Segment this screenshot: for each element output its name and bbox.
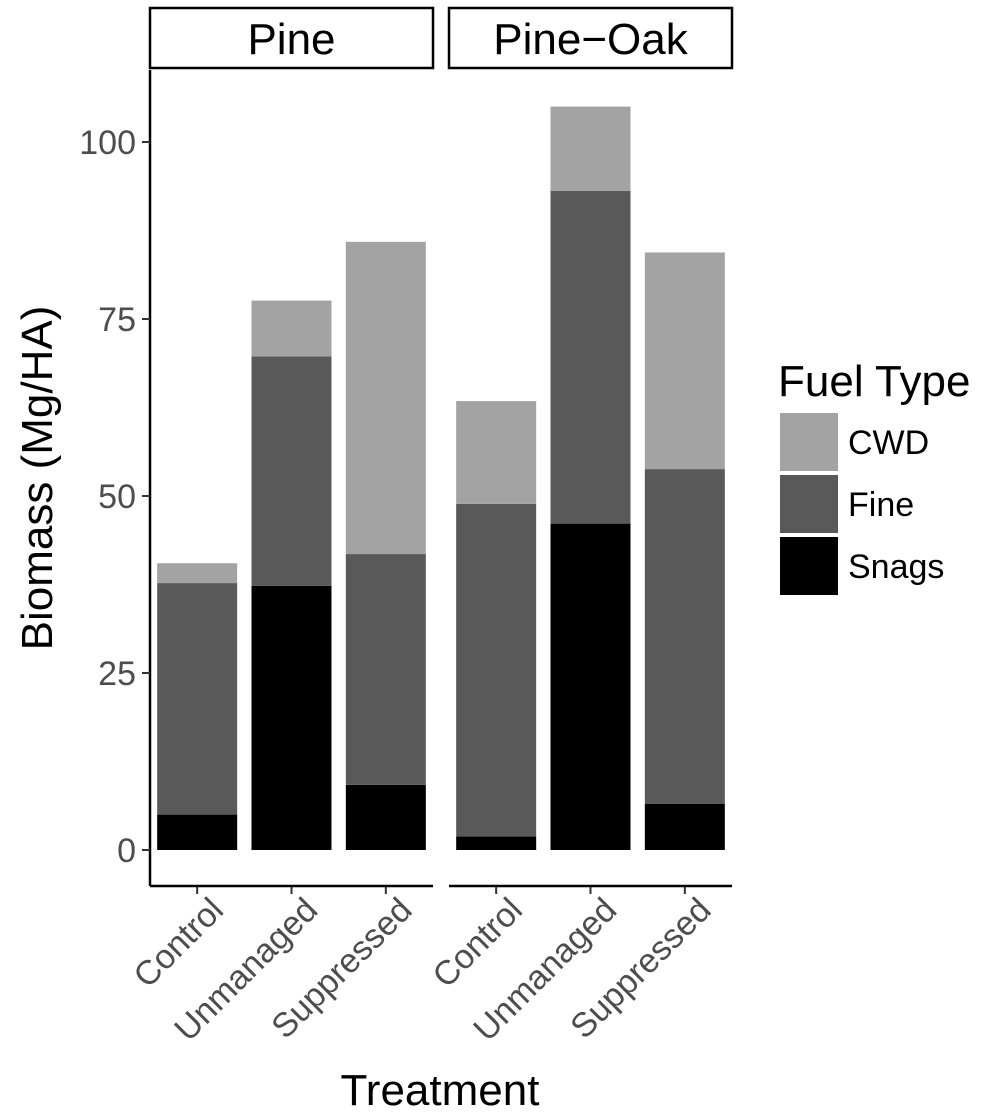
bar-segment-fine xyxy=(456,503,537,837)
bar-segment-cwd xyxy=(345,241,426,555)
bar-segment-snags xyxy=(157,814,238,850)
y-axis: 0 25 50 75 100 xyxy=(79,70,152,886)
bar-segment-cwd xyxy=(251,300,332,357)
bar-segment-fine xyxy=(345,554,426,785)
y-tick-label: 0 xyxy=(117,832,136,870)
bar-segment-snags xyxy=(345,784,426,850)
facet-strip xyxy=(148,6,435,70)
y-tick-label: 50 xyxy=(98,478,136,516)
panels: PineControlUnmanagedSuppressedPine−OakCo… xyxy=(126,6,734,1049)
facet-strip xyxy=(447,6,734,70)
facet-strip-label: Pine xyxy=(247,15,335,64)
bar-segment-cwd xyxy=(456,401,537,504)
y-axis-title: Biomass (Mg/HA) xyxy=(13,306,62,651)
legend-label-cwd: CWD xyxy=(848,424,929,462)
legend: Fuel Type CWD Fine Snags xyxy=(778,357,970,595)
y-tick-label: 75 xyxy=(98,301,136,339)
bar-segment-cwd xyxy=(550,106,631,191)
bar-segment-cwd xyxy=(644,252,725,470)
bar-segment-fine xyxy=(157,583,238,815)
legend-key-cwd xyxy=(780,413,838,471)
bar-segment-snags xyxy=(644,803,725,850)
bar-segment-cwd xyxy=(157,563,238,584)
legend-label-snags: Snags xyxy=(848,548,944,586)
bar-segment-fine xyxy=(251,356,332,586)
legend-key-fine xyxy=(780,475,838,533)
bar-segment-snags xyxy=(550,523,631,850)
y-tick-label: 100 xyxy=(79,124,136,162)
legend-label-fine: Fine xyxy=(848,486,914,524)
legend-key-snags xyxy=(780,537,838,595)
y-tick-label: 25 xyxy=(98,655,136,693)
x-axis-title: Treatment xyxy=(341,1066,540,1115)
bar-segment-fine xyxy=(644,469,725,804)
legend-title: Fuel Type xyxy=(778,357,970,406)
facet-strip-label: Pine−Oak xyxy=(493,15,688,64)
bar-segment-fine xyxy=(550,190,631,524)
bar-segment-snags xyxy=(251,585,332,850)
bar-segment-snags xyxy=(456,836,537,850)
